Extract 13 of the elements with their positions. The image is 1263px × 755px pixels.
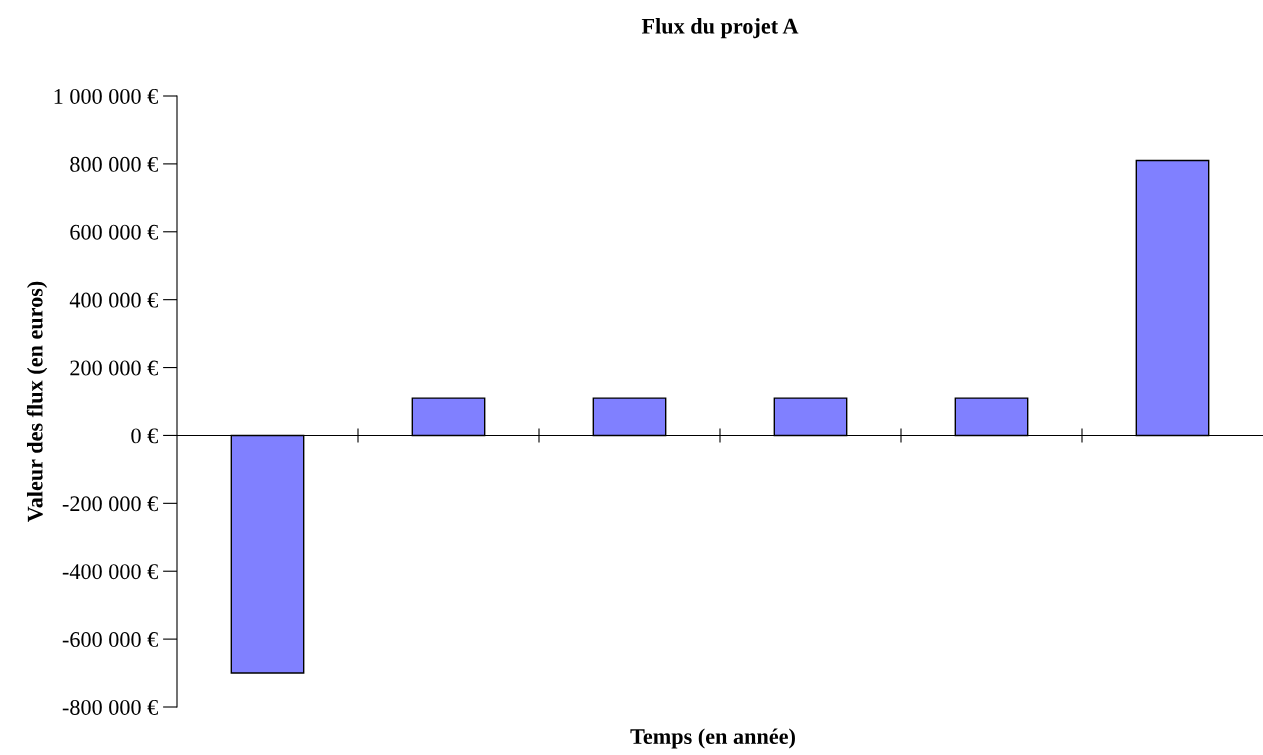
y-tick-label: -400 000 € — [62, 564, 158, 580]
y-tick-label: 600 000 € — [70, 224, 158, 240]
x-axis-title: Temps (en année) — [630, 728, 795, 749]
y-tick-label: -600 000 € — [62, 632, 158, 648]
y-axis-title: Valeur des flux (en euros) — [26, 281, 48, 523]
y-tick-label: 200 000 € — [70, 360, 158, 376]
y-tick-label: -800 000 € — [62, 699, 158, 715]
y-tick-label: 1 000 000 € — [54, 88, 158, 104]
y-tick-label: -200 000 € — [62, 496, 158, 512]
chart-title: Flux du projet A — [641, 18, 799, 39]
y-tick-label: 800 000 € — [70, 156, 158, 172]
y-tick-label: 0 € — [131, 428, 158, 444]
y-tick-label: 400 000 € — [69, 292, 158, 308]
